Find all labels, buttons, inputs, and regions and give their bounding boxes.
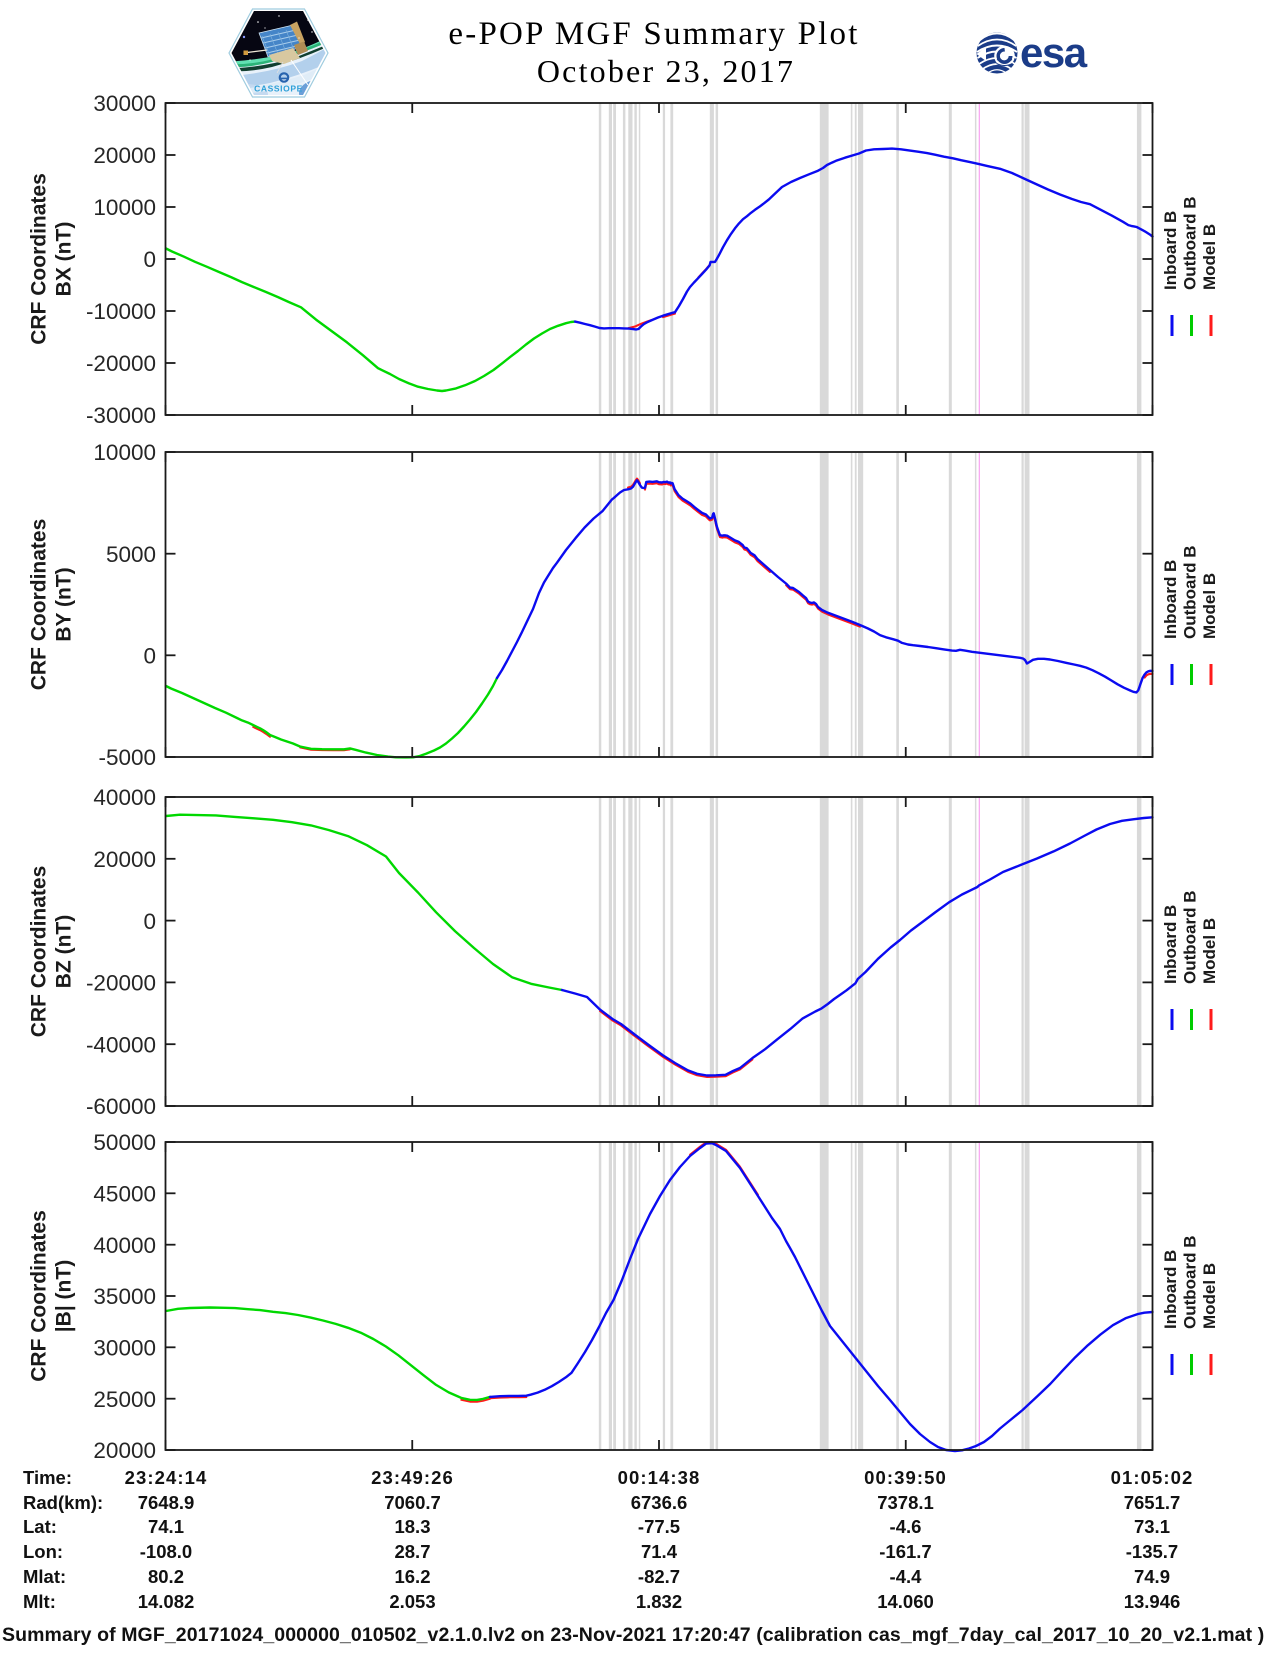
svg-text:23:24:14: 23:24:14 — [125, 1467, 208, 1488]
svg-text:00:14:38: 00:14:38 — [618, 1467, 701, 1488]
svg-text:20000: 20000 — [93, 143, 156, 168]
svg-text:CRF Coordinates: CRF Coordinates — [28, 1210, 51, 1382]
svg-text:74.1: 74.1 — [148, 1516, 184, 1537]
svg-text:0: 0 — [143, 909, 156, 934]
svg-text:30000: 30000 — [93, 91, 156, 116]
svg-text:7378.1: 7378.1 — [877, 1492, 934, 1513]
svg-text:01:05:02: 01:05:02 — [1111, 1467, 1194, 1488]
svg-text:1.832: 1.832 — [636, 1591, 682, 1612]
svg-text:74.9: 74.9 — [1134, 1566, 1170, 1587]
svg-text:80.2: 80.2 — [148, 1566, 184, 1587]
svg-text:50000: 50000 — [93, 1130, 156, 1155]
svg-text:Outboard B: Outboard B — [1181, 546, 1200, 640]
svg-text:00:39:50: 00:39:50 — [864, 1467, 947, 1488]
svg-text:Mlt:: Mlt: — [23, 1591, 56, 1612]
svg-text:10000: 10000 — [93, 195, 156, 220]
svg-text:Lat:: Lat: — [23, 1516, 57, 1537]
svg-text:16.2: 16.2 — [394, 1566, 430, 1587]
svg-text:-4.4: -4.4 — [890, 1566, 923, 1587]
svg-text:BY (nT): BY (nT) — [53, 567, 76, 641]
svg-text:-5000: -5000 — [98, 745, 156, 770]
svg-text:-161.7: -161.7 — [879, 1541, 931, 1562]
svg-text:2.053: 2.053 — [389, 1591, 435, 1612]
svg-text:Inboard B: Inboard B — [1161, 560, 1180, 639]
svg-text:Model B: Model B — [1200, 918, 1219, 984]
svg-text:|B| (nT): |B| (nT) — [53, 1260, 76, 1332]
svg-text:Rad(km):: Rad(km): — [23, 1492, 103, 1513]
svg-text:0: 0 — [143, 644, 156, 669]
svg-text:Inboard B: Inboard B — [1161, 905, 1180, 984]
svg-text:28.7: 28.7 — [394, 1541, 430, 1562]
svg-text:-108.0: -108.0 — [140, 1541, 192, 1562]
svg-text:BX (nT): BX (nT) — [53, 222, 76, 297]
svg-text:e-POP MGF Summary Plot: e-POP MGF Summary Plot — [448, 16, 859, 52]
svg-text:40000: 40000 — [93, 785, 156, 810]
svg-text:-4.6: -4.6 — [890, 1516, 922, 1537]
svg-text:CRF Coordinates: CRF Coordinates — [28, 866, 51, 1038]
svg-text:-82.7: -82.7 — [638, 1566, 680, 1587]
svg-text:CRF Coordinates: CRF Coordinates — [28, 519, 51, 691]
svg-text:13.946: 13.946 — [1124, 1591, 1181, 1612]
svg-text:7060.7: 7060.7 — [384, 1492, 441, 1513]
svg-text:CASSIOPE: CASSIOPE — [254, 84, 303, 94]
svg-text:25000: 25000 — [93, 1387, 156, 1412]
svg-text:-77.5: -77.5 — [638, 1516, 680, 1537]
svg-text:71.4: 71.4 — [641, 1541, 678, 1562]
svg-text:-20000: -20000 — [86, 971, 156, 996]
svg-text:18.3: 18.3 — [394, 1516, 430, 1537]
svg-text:0: 0 — [143, 247, 156, 272]
svg-text:35000: 35000 — [93, 1284, 156, 1309]
svg-text:23:49:26: 23:49:26 — [371, 1467, 454, 1488]
svg-text:CRF Coordinates: CRF Coordinates — [28, 173, 51, 345]
svg-text:-40000: -40000 — [86, 1032, 156, 1057]
svg-text:7651.7: 7651.7 — [1124, 1492, 1181, 1513]
svg-text:Inboard B: Inboard B — [1161, 211, 1180, 290]
svg-text:Outboard B: Outboard B — [1181, 1236, 1200, 1330]
svg-text:Model B: Model B — [1200, 573, 1219, 639]
svg-text:Outboard B: Outboard B — [1181, 197, 1200, 291]
svg-text:BZ (nT): BZ (nT) — [53, 915, 76, 988]
svg-text:Time:: Time: — [23, 1467, 72, 1488]
svg-text:esa: esa — [1020, 29, 1088, 76]
svg-text:30000: 30000 — [93, 1336, 156, 1361]
svg-text:-30000: -30000 — [86, 403, 156, 428]
svg-text:-60000: -60000 — [86, 1094, 156, 1119]
svg-text:14.082: 14.082 — [138, 1591, 195, 1612]
svg-text:5000: 5000 — [106, 542, 156, 567]
svg-text:10000: 10000 — [93, 440, 156, 465]
svg-text:Lon:: Lon: — [23, 1541, 63, 1562]
svg-text:October 23, 2017: October 23, 2017 — [537, 53, 795, 89]
svg-text:-20000: -20000 — [86, 351, 156, 376]
svg-text:7648.9: 7648.9 — [138, 1492, 195, 1513]
svg-text:Model B: Model B — [1200, 1263, 1219, 1329]
svg-text:Inboard B: Inboard B — [1161, 1250, 1180, 1329]
svg-text:40000: 40000 — [93, 1233, 156, 1258]
svg-text:Summary of MGF_20171024_000000: Summary of MGF_20171024_000000_010502_v2… — [2, 1624, 1264, 1646]
svg-text:-135.7: -135.7 — [1126, 1541, 1178, 1562]
svg-text:-10000: -10000 — [86, 299, 156, 324]
svg-text:45000: 45000 — [93, 1182, 156, 1207]
svg-text:Model B: Model B — [1200, 224, 1219, 290]
svg-text:14.060: 14.060 — [877, 1591, 934, 1612]
svg-text:73.1: 73.1 — [1134, 1516, 1170, 1537]
svg-text:20000: 20000 — [93, 847, 156, 872]
svg-text:Outboard B: Outboard B — [1181, 891, 1200, 985]
svg-text:6736.6: 6736.6 — [631, 1492, 688, 1513]
svg-text:20000: 20000 — [93, 1438, 156, 1463]
svg-text:Mlat:: Mlat: — [23, 1566, 66, 1587]
